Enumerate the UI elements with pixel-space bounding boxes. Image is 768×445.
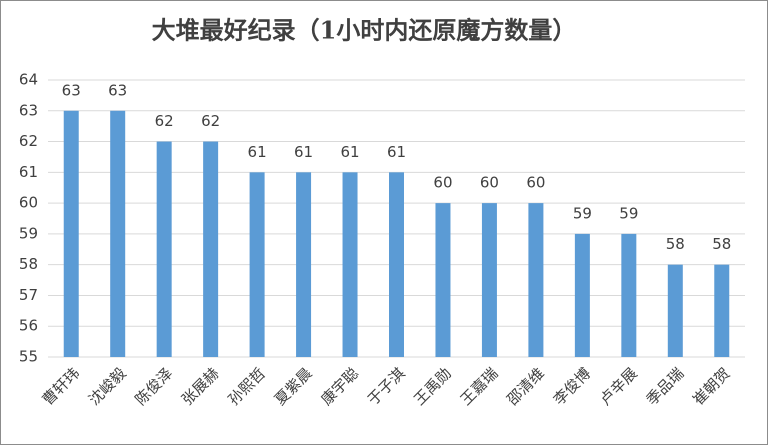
data-label: 60: [480, 174, 499, 192]
data-label: 61: [248, 143, 267, 161]
data-label: 59: [619, 204, 638, 222]
data-label: 58: [712, 235, 731, 253]
y-tick-label: 60: [19, 194, 38, 212]
y-tick-label: 58: [19, 255, 38, 273]
bar: [667, 264, 683, 357]
bar: [296, 172, 312, 357]
bar: [621, 233, 637, 357]
data-label: 62: [201, 112, 220, 130]
data-label: 61: [340, 143, 359, 161]
y-tick-label: 63: [19, 101, 38, 119]
data-label: 60: [433, 174, 452, 192]
bar: [110, 110, 126, 358]
y-tick-label: 62: [19, 132, 38, 150]
bar: [203, 141, 219, 357]
y-tick-label: 57: [19, 286, 38, 304]
chart-title: 大堆最好纪录（1小时内还原魔方数量）: [152, 16, 577, 45]
bar: [528, 203, 544, 357]
y-tick-label: 55: [19, 348, 38, 366]
bar: [342, 172, 358, 357]
data-label: 63: [108, 81, 127, 99]
data-label: 59: [573, 204, 592, 222]
data-label: 58: [666, 235, 685, 253]
y-tick-label: 64: [19, 71, 38, 89]
data-label: 61: [294, 143, 313, 161]
bar: [574, 233, 590, 357]
bar: [435, 203, 451, 357]
data-label: 61: [387, 143, 406, 161]
data-label: 60: [526, 174, 545, 192]
data-label: 63: [62, 81, 81, 99]
y-tick-label: 61: [19, 163, 38, 181]
bar: [156, 141, 172, 357]
bar: [63, 110, 79, 358]
bar: [714, 264, 730, 357]
bar: [249, 172, 265, 357]
data-label: 62: [155, 112, 174, 130]
bar: [481, 203, 497, 357]
y-tick-label: 59: [19, 224, 38, 242]
y-tick-label: 56: [19, 317, 38, 335]
bar: [389, 172, 404, 357]
